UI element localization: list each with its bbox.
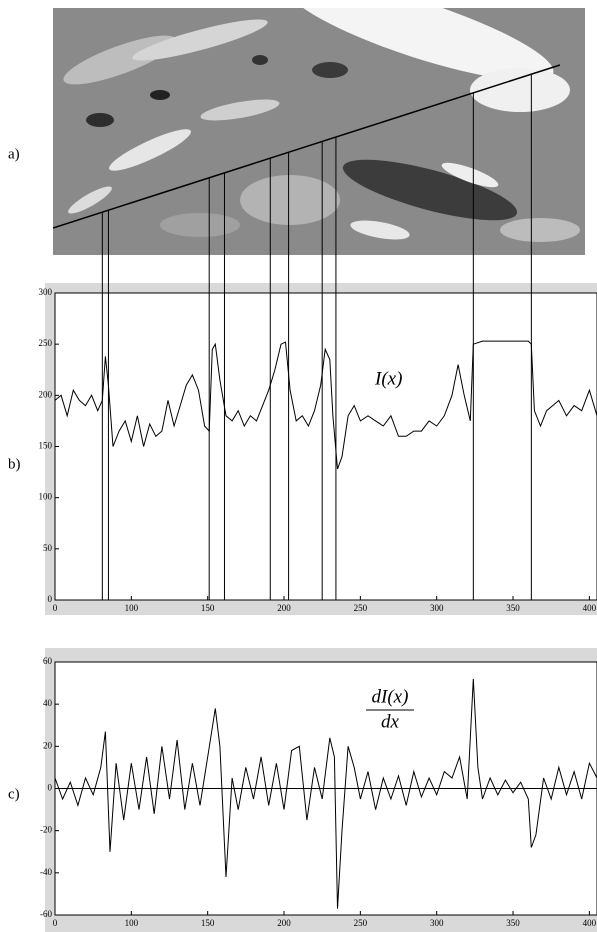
y-tick-label: 0: [48, 594, 53, 604]
x-tick-label: 150: [201, 603, 215, 613]
y-tick-label: -40: [40, 867, 52, 877]
x-tick-label: 250: [354, 918, 368, 928]
x-tick-label: 250: [354, 603, 368, 613]
data-line: [54, 340, 597, 470]
tissue-image: [53, 8, 585, 255]
x-tick-label: 350: [506, 603, 520, 613]
y-tick-label: 20: [43, 740, 53, 750]
annotation-denominator: dx: [381, 711, 400, 732]
x-tick-label: 0: [53, 918, 58, 928]
x-tick-label: 0: [53, 603, 58, 613]
panel-label: c): [8, 786, 20, 802]
x-tick-label: 400: [583, 603, 597, 613]
y-tick-label: -20: [40, 825, 52, 835]
annotation: I(x): [374, 368, 402, 389]
x-tick-label: 150: [201, 918, 215, 928]
x-tick-label: 100: [125, 918, 139, 928]
plot-area: [54, 292, 597, 601]
y-tick-label: 100: [39, 492, 53, 502]
x-tick-label: 350: [506, 918, 520, 928]
x-tick-label: 100: [125, 603, 139, 613]
y-tick-label: 40: [43, 698, 53, 708]
y-tick-label: 0: [48, 783, 53, 793]
y-tick-label: 60: [43, 656, 53, 666]
x-tick-label: 200: [277, 918, 291, 928]
panel-label: a): [8, 146, 20, 162]
y-tick-label: -60: [40, 909, 52, 919]
y-tick-label: 50: [43, 543, 53, 553]
data-line: [54, 678, 597, 909]
x-tick-label: 400: [583, 918, 597, 928]
y-tick-label: 200: [39, 389, 53, 399]
y-tick-label: 300: [39, 287, 53, 297]
x-tick-label: 300: [430, 603, 444, 613]
x-tick-label: 300: [430, 918, 444, 928]
y-tick-label: 150: [39, 441, 53, 451]
y-tick-label: 250: [39, 338, 53, 348]
annotation-numerator: dI(x): [372, 686, 409, 707]
x-tick-label: 200: [277, 603, 291, 613]
panel-label: b): [8, 456, 21, 472]
